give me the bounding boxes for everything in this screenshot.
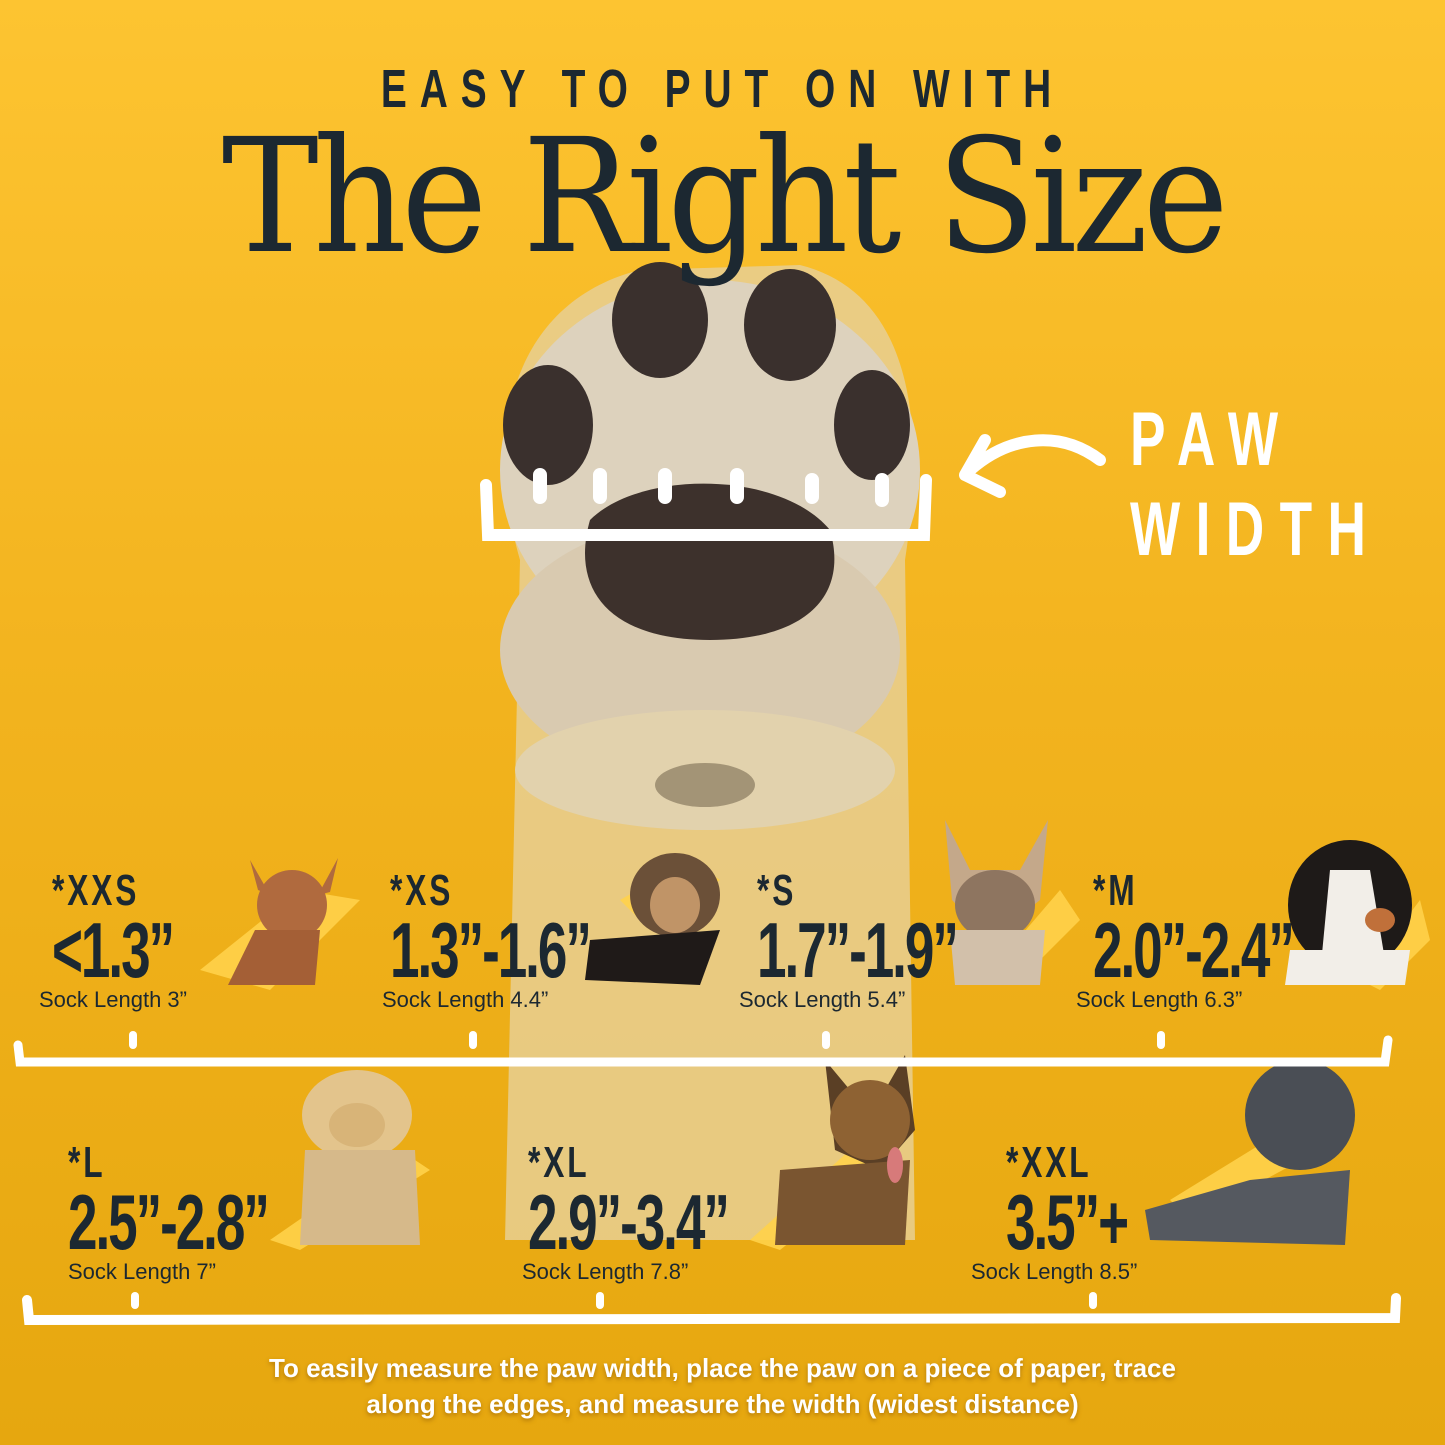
size-xl: *XL 2.9”-3.4” Sock Length 7.8” [522, 1138, 822, 1286]
great-dane-image [1145, 1060, 1355, 1245]
curved-arrow-left-icon [959, 434, 1106, 498]
size-xxl: *XXL 3.5”+ Sock Length 8.5” [971, 1138, 1184, 1286]
paw-width-range: 2.5”-2.8” [68, 1178, 270, 1266]
chihuahua-image [228, 858, 338, 985]
size-m: *M 2.0”-2.4” Sock Length 6.3” [1076, 866, 1387, 1014]
french-bulldog-image [945, 820, 1048, 985]
sock-length: Sock Length 7.8” [522, 1259, 689, 1284]
sock-length: Sock Length 3” [39, 987, 187, 1012]
toe-pad [612, 262, 708, 378]
bernese-mountain-dog-image [1285, 840, 1412, 985]
size-label: *S [757, 866, 797, 915]
sock-length: Sock Length 4.4” [382, 987, 549, 1012]
sock-length: Sock Length 6.3” [1076, 987, 1243, 1012]
paw-width-range: 1.3”-1.6” [390, 906, 592, 994]
sock-length: Sock Length 8.5” [971, 1259, 1138, 1284]
size-ruler-row1 [13, 1031, 1393, 1067]
paw-width-range: <1.3” [52, 906, 175, 994]
paw-label-line2: WIDTH [1130, 487, 1382, 572]
sock-length: Sock Length 7” [68, 1259, 216, 1284]
toe-pad [744, 269, 836, 381]
size-label: *XS [390, 866, 454, 915]
yorkshire-terrier-image [585, 853, 720, 985]
paw-width-range: 2.0”-2.4” [1093, 906, 1295, 994]
measuring-instructions: To easily measure the paw width, place t… [0, 1350, 1445, 1422]
instructions-line2: along the edges, and measure the width (… [366, 1389, 1079, 1419]
size-label: *XXL [1006, 1138, 1092, 1187]
size-label: *XL [528, 1138, 590, 1187]
paw-width-range: 3.5”+ [1006, 1178, 1129, 1266]
paw-width-range: 1.7”-1.9” [757, 906, 959, 994]
paw-width-range: 2.9”-3.4” [528, 1178, 730, 1266]
size-label: *M [1093, 866, 1138, 915]
toe-pad [834, 370, 910, 480]
size-xxs: *XXS <1.3” Sock Length 3” [39, 866, 230, 1014]
instructions-line1: To easily measure the paw width, place t… [269, 1353, 1176, 1383]
toe-pad [503, 365, 593, 485]
size-xs: *XS 1.3”-1.6” Sock Length 4.4” [382, 866, 684, 1014]
size-l: *L 2.5”-2.8” Sock Length 7” [68, 1140, 362, 1286]
paw-width-label: PAW WIDTH [1130, 395, 1381, 575]
page-title: The Right Size [221, 105, 1229, 289]
paw-label-line1: PAW [1130, 397, 1294, 482]
size-ruler-row2 [22, 1292, 1401, 1326]
german-shepherd-image [775, 1055, 915, 1245]
kicker-heading: EASY TO PUT ON WITH [380, 59, 1065, 119]
size-label: *L [68, 1138, 106, 1187]
golden-retriever-image [300, 1070, 420, 1245]
size-label: *XXS [52, 866, 140, 915]
size-s: *S 1.7”-1.9” Sock Length 5.4” [739, 866, 1051, 1014]
sock-length: Sock Length 5.4” [739, 987, 906, 1012]
main-pad [585, 483, 835, 640]
